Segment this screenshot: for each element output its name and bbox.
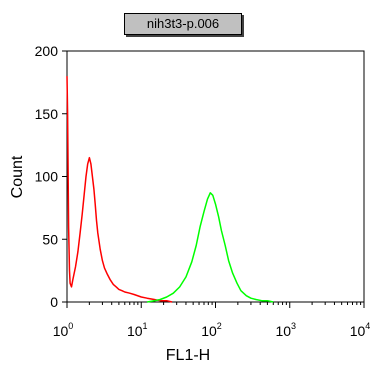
y-axis: 0 50 100 150 200 [35, 43, 67, 310]
series-layer [66, 76, 274, 303]
histogram-series-1 [66, 76, 173, 303]
x-tick-label: 101 [127, 321, 148, 339]
x-axis: 100 101 102 103 104 [53, 302, 371, 339]
plot-frame [66, 50, 365, 303]
x-axis-title: FL1-H [166, 347, 210, 364]
y-tick-label: 50 [42, 231, 58, 247]
chart-title: nih3t3-p.006 [124, 13, 242, 35]
y-tick-label: 200 [35, 43, 59, 59]
x-tick-label: 103 [275, 321, 296, 339]
x-tick-label: 104 [350, 321, 371, 339]
x-tick-label: 100 [53, 321, 74, 339]
y-tick-label: 150 [35, 106, 59, 122]
x-tick-label: 102 [201, 321, 222, 339]
y-axis-title: Count [9, 155, 26, 198]
histogram-series-2 [146, 192, 274, 303]
y-tick-label: 0 [50, 294, 58, 310]
y-tick-label: 100 [35, 169, 59, 185]
